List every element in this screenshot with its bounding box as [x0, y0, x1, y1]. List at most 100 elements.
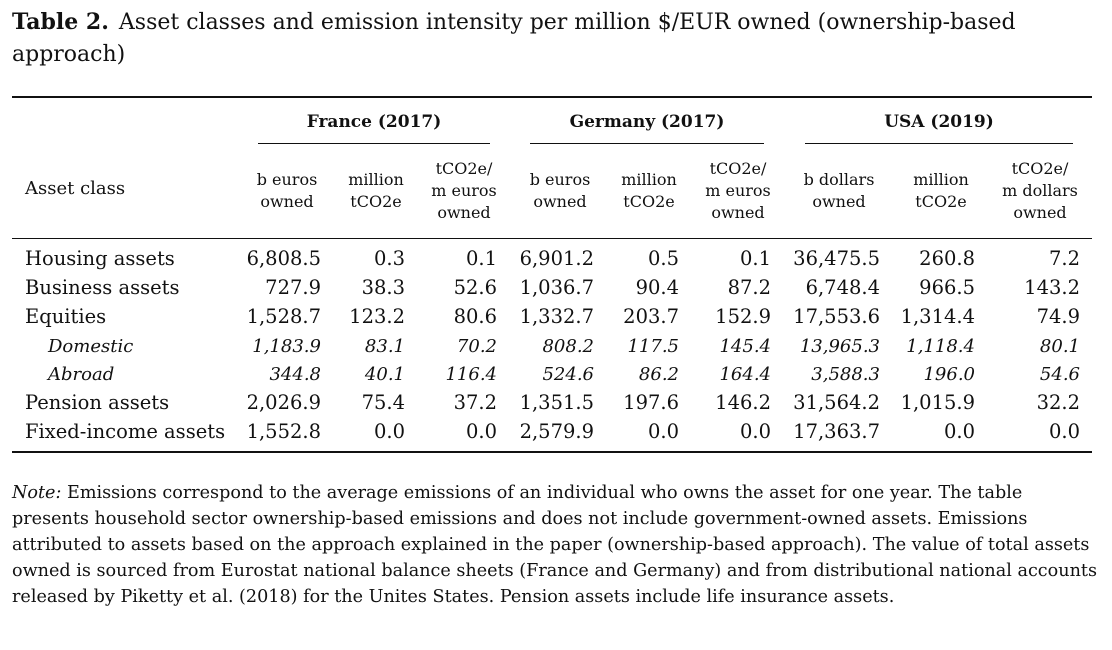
table-cell: 90.4 [635, 276, 679, 299]
table-cell: 123.2 [349, 305, 405, 328]
table-cell: 6,808.5 [246, 247, 321, 270]
subheader-line: owned [1013, 203, 1067, 222]
table-cell: 1,036.7 [519, 276, 594, 299]
subheader-line: b euros [256, 170, 318, 189]
table-cell: 6,901.2 [519, 247, 594, 270]
table-cell: 145.4 [719, 336, 771, 357]
table-caption: Table 2. Asset classes and emission inten… [12, 6, 1102, 71]
table-cell: 203.7 [623, 305, 679, 328]
table-row: Housing assets 6,808.5 0.3 0.1 6,901.2 0.5 0.1… [0, 244, 1112, 273]
table-cell: 0.1 [465, 247, 497, 270]
subheader-line: owned [533, 192, 587, 211]
table-cell: 87.2 [727, 276, 771, 299]
column-subheader: b euros owned [505, 169, 615, 213]
table-cell: 7.2 [1048, 247, 1080, 270]
table-cell: 74.9 [1036, 305, 1080, 328]
subheader-line: million [348, 170, 404, 189]
column-subheader: b euros owned [232, 169, 342, 213]
table-row: Business assets 727.9 38.3 52.6 1,036.7 90.4 8… [0, 273, 1112, 302]
bottom-rule [12, 451, 1092, 453]
group-rule-france [258, 143, 490, 144]
column-subheader: million tCO2e [886, 169, 996, 213]
column-subheader: tCO2e/m euros owned [683, 158, 793, 224]
table-cell: 0.0 [943, 420, 975, 443]
table-cell: 344.8 [269, 364, 321, 385]
table-cell: 75.4 [361, 391, 405, 414]
table-cell: 38.3 [361, 276, 405, 299]
subheader-line: owned [260, 192, 314, 211]
top-rule [12, 96, 1092, 98]
table-cell: 152.9 [715, 305, 771, 328]
row-label: Housing assets [25, 247, 175, 270]
table-cell: 2,579.9 [519, 420, 594, 443]
subheader-line: b euros [529, 170, 591, 189]
table-cell: 727.9 [265, 276, 321, 299]
table-cell: 966.5 [919, 276, 975, 299]
table-cell: 1,183.9 [252, 336, 321, 357]
table-row: Abroad 344.8 40.1 116.4 524.6 86.2 164.4 3,588.… [0, 360, 1112, 389]
column-subheader: tCO2e/m dollars owned [985, 158, 1095, 224]
table-cell: 13,965.3 [799, 336, 880, 357]
row-label: Abroad [48, 364, 115, 385]
table-cell: 808.2 [542, 336, 594, 357]
table-cell: 2,026.9 [246, 391, 321, 414]
table-cell: 0.0 [1048, 420, 1080, 443]
row-label: Equities [25, 305, 107, 328]
table-cell: 37.2 [453, 391, 497, 414]
header-rule [12, 238, 1092, 239]
note-label: Note: [12, 483, 62, 503]
table-cell: 52.6 [453, 276, 497, 299]
subheader-line: tCO2e/ [435, 159, 493, 178]
table-cell: 117.5 [627, 336, 679, 357]
table-row: Pension assets 2,026.9 75.4 37.2 1,351.5 197.… [0, 388, 1112, 417]
table-cell: 164.4 [719, 364, 771, 385]
table-cell: 196.0 [923, 364, 975, 385]
subheader-line: tCO2e/ [1011, 159, 1069, 178]
table-cell: 0.1 [739, 247, 771, 270]
subheader-line: tCO2e/ [709, 159, 767, 178]
subheader-line: owned [812, 192, 866, 211]
row-label: Domestic [48, 336, 134, 357]
group-rule-usa [805, 143, 1073, 144]
table-cell: 1,332.7 [519, 305, 594, 328]
table-cell: 54.6 [1039, 364, 1080, 385]
table-cell: 146.2 [715, 391, 771, 414]
table-cell: 80.1 [1039, 336, 1080, 357]
table-cell: 197.6 [623, 391, 679, 414]
table-row: Fixed-income assets 1,552.8 0.0 0.0 2,579.9 0… [0, 417, 1112, 446]
subheader-line: tCO2e [350, 192, 402, 211]
caption-label: Table 2. [12, 9, 109, 35]
group-header-usa: USA (2019) [884, 112, 994, 132]
table-cell: 17,553.6 [793, 305, 880, 328]
subheader-line: owned [711, 203, 765, 222]
row-label: Fixed-income assets [25, 420, 226, 443]
table-cell: 1,314.4 [900, 305, 975, 328]
note-text: Emissions correspond to the average emis… [12, 483, 1098, 607]
table-cell: 83.1 [364, 336, 405, 357]
subheader-line: tCO2e [623, 192, 675, 211]
subheader-line: m dollars [1002, 181, 1078, 200]
table-cell: 0.5 [647, 247, 679, 270]
table-cell: 86.2 [638, 364, 679, 385]
table-cell: 6,748.4 [805, 276, 880, 299]
table-cell: 1,528.7 [246, 305, 321, 328]
table-cell: 3,588.3 [811, 364, 880, 385]
table-cell: 116.4 [445, 364, 497, 385]
table-cell: 1,351.5 [519, 391, 594, 414]
subheader-line: million [913, 170, 969, 189]
table-row: Equities 1,528.7 123.2 80.6 1,332.7 203.7 152.… [0, 302, 1112, 331]
table-cell: 80.6 [453, 305, 497, 328]
table-cell: 17,363.7 [793, 420, 880, 443]
table-cell: 1,015.9 [900, 391, 975, 414]
column-subheader: b dollars owned [784, 169, 894, 213]
column-subheader: tCO2e/m euros owned [409, 158, 519, 224]
table-cell: 260.8 [919, 247, 975, 270]
subheader-line: owned [437, 203, 491, 222]
subheader-line: million [621, 170, 677, 189]
column-subheader: million tCO2e [321, 169, 431, 213]
table-cell: 0.0 [465, 420, 497, 443]
table-cell: 1,118.4 [906, 336, 975, 357]
table-cell: 0.3 [373, 247, 405, 270]
subheader-line: m euros [705, 181, 771, 200]
table-row: Domestic 1,183.9 83.1 70.2 808.2 117.5 145.4 13… [0, 332, 1112, 361]
